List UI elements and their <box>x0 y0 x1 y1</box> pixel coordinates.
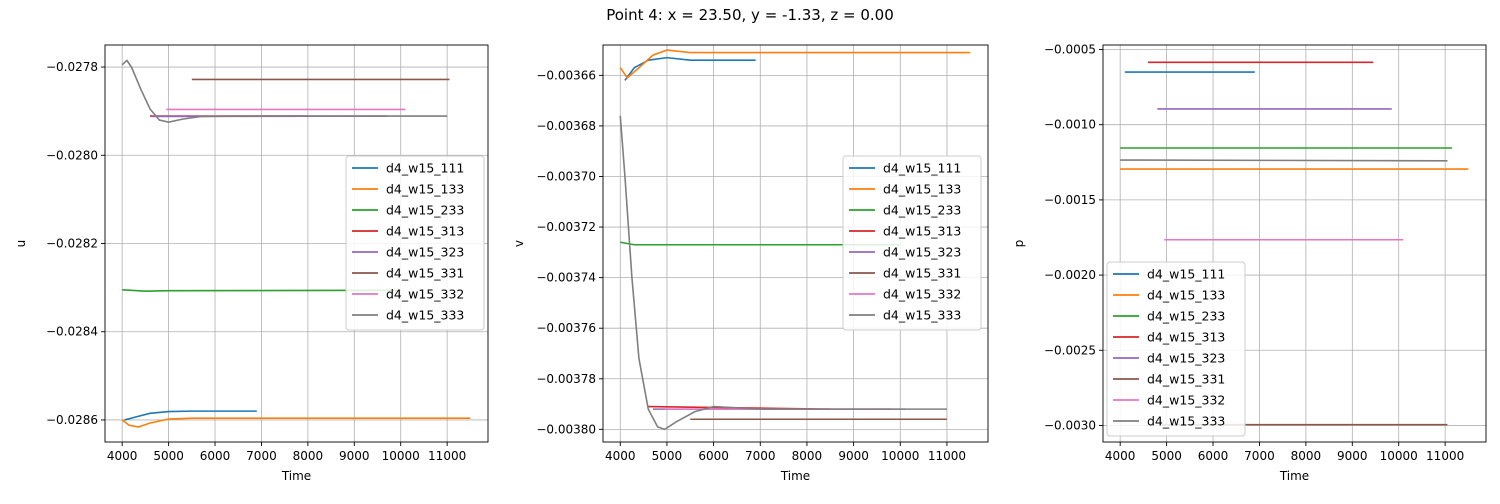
legend-entry: d4_w15_331 <box>1147 372 1225 387</box>
y-tick-label: −0.00368 <box>536 119 596 133</box>
x-axis-label: Time <box>281 469 311 483</box>
x-tick-label: 9000 <box>838 449 869 463</box>
x-tick-label: 7000 <box>745 449 776 463</box>
subplot-u: 4000 5000 6000 7000 8000 9000 10000 11000 −0.028… <box>14 45 488 483</box>
y-axis-label: p <box>1012 240 1026 248</box>
legend-entry: d4_w15_313 <box>883 224 961 239</box>
y-tick-label: −0.0010 <box>1044 118 1096 132</box>
x-tick-label: 5000 <box>153 449 184 463</box>
y-tick-label: −0.0015 <box>1044 193 1096 207</box>
x-tick-label: 6000 <box>200 449 231 463</box>
legend-entry: d4_w15_333 <box>386 308 464 323</box>
legend-entry: d4_w15_323 <box>883 245 961 260</box>
y-tick-label: −0.00380 <box>536 422 596 436</box>
legend-entry: d4_w15_333 <box>883 308 961 323</box>
x-tick-label: 4000 <box>107 449 138 463</box>
series-line-d4_w15_133 <box>122 418 470 427</box>
legend-entry: d4_w15_233 <box>386 203 464 218</box>
x-tick-label: 5000 <box>1151 449 1182 463</box>
x-tick-label: 8000 <box>293 449 324 463</box>
y-tick-label: −0.00374 <box>536 271 596 285</box>
x-tick-label: 8000 <box>792 449 823 463</box>
y-axis-label: u <box>14 240 28 248</box>
legend-entry: d4_w15_111 <box>883 161 961 176</box>
legend-entry: d4_w15_133 <box>883 182 961 197</box>
x-tick-label: 11000 <box>928 449 966 463</box>
x-tick-label: 9000 <box>1337 449 1368 463</box>
legend-entry: d4_w15_111 <box>1147 267 1225 282</box>
series-line-d4_w15_333 <box>1120 160 1447 161</box>
x-axis-label: Time <box>780 469 810 483</box>
series-line-d4_w15_111 <box>625 58 756 81</box>
x-tick-label: 4000 <box>605 449 636 463</box>
legend-entry: d4_w15_233 <box>1147 309 1225 324</box>
x-tick-label: 6000 <box>698 449 729 463</box>
y-tick-label: −0.0284 <box>46 325 98 339</box>
y-tick-label: −0.0282 <box>46 237 98 251</box>
y-tick-label: −0.0280 <box>46 148 98 162</box>
y-tick-label: −0.0030 <box>1044 418 1096 432</box>
x-tick-label: 9000 <box>339 449 370 463</box>
x-tick-label: 7000 <box>246 449 277 463</box>
legend-entry: d4_w15_333 <box>1147 414 1225 429</box>
legend: d4_w15_111 d4_w15_133 d4_w15_233 d4_w15_313… <box>346 156 484 330</box>
y-axis-label: v <box>512 240 526 247</box>
y-tick-label: −0.00376 <box>536 321 596 335</box>
legend-entry: d4_w15_133 <box>1147 288 1225 303</box>
y-tick-label: −0.0020 <box>1044 268 1096 282</box>
x-tick-label: 7000 <box>1244 449 1275 463</box>
legend: d4_w15_111 d4_w15_133 d4_w15_233 d4_w15_313… <box>843 156 981 330</box>
legend-entry: d4_w15_332 <box>883 287 961 302</box>
y-tick-label: −0.00366 <box>536 68 596 82</box>
x-tick-label: 11000 <box>428 449 466 463</box>
y-tick-label: −0.00372 <box>536 220 596 234</box>
legend-entry: d4_w15_332 <box>1147 393 1225 408</box>
legend-entry: d4_w15_323 <box>1147 351 1225 366</box>
subplot-v: 4000 5000 6000 7000 8000 9000 10000 11000 −0.003… <box>512 45 988 483</box>
legend-entry: d4_w15_331 <box>386 266 464 281</box>
series-line-d4_w15_333 <box>122 60 447 122</box>
legend-entry: d4_w15_331 <box>883 266 961 281</box>
legend-entry: d4_w15_313 <box>1147 330 1225 345</box>
x-axis-label: Time <box>1279 469 1309 483</box>
series-line-d4_w15_133 <box>620 50 970 78</box>
legend: d4_w15_111 d4_w15_133 d4_w15_233 d4_w15_313… <box>1107 262 1245 436</box>
y-tick-label: −0.0005 <box>1044 43 1096 57</box>
figure-title: Point 4: x = 23.50, y = -1.33, z = 0.00 <box>0 6 1500 24</box>
y-tick-label: −0.00378 <box>536 372 596 386</box>
x-tick-label: 11000 <box>1426 449 1464 463</box>
legend-entry: d4_w15_111 <box>386 161 464 176</box>
y-tick-label: −0.0025 <box>1044 343 1096 357</box>
x-tick-label: 8000 <box>1291 449 1322 463</box>
legend-entry: d4_w15_332 <box>386 287 464 302</box>
x-tick-label: 6000 <box>1198 449 1229 463</box>
x-tick-label: 4000 <box>1105 449 1136 463</box>
x-tick-label: 10000 <box>881 449 919 463</box>
subplot-p: 4000 5000 6000 7000 8000 9000 10000 11000 −0.003… <box>1012 43 1486 483</box>
legend-entry: d4_w15_233 <box>883 203 961 218</box>
y-tick-label: −0.0278 <box>46 60 98 74</box>
x-tick-label: 5000 <box>652 449 683 463</box>
x-tick-label: 10000 <box>1380 449 1418 463</box>
legend-entry: d4_w15_313 <box>386 224 464 239</box>
y-tick-label: −0.0286 <box>46 413 98 427</box>
legend-entry: d4_w15_323 <box>386 245 464 260</box>
legend-entry: d4_w15_133 <box>386 182 464 197</box>
y-tick-label: −0.00370 <box>536 169 596 183</box>
x-tick-label: 10000 <box>382 449 420 463</box>
